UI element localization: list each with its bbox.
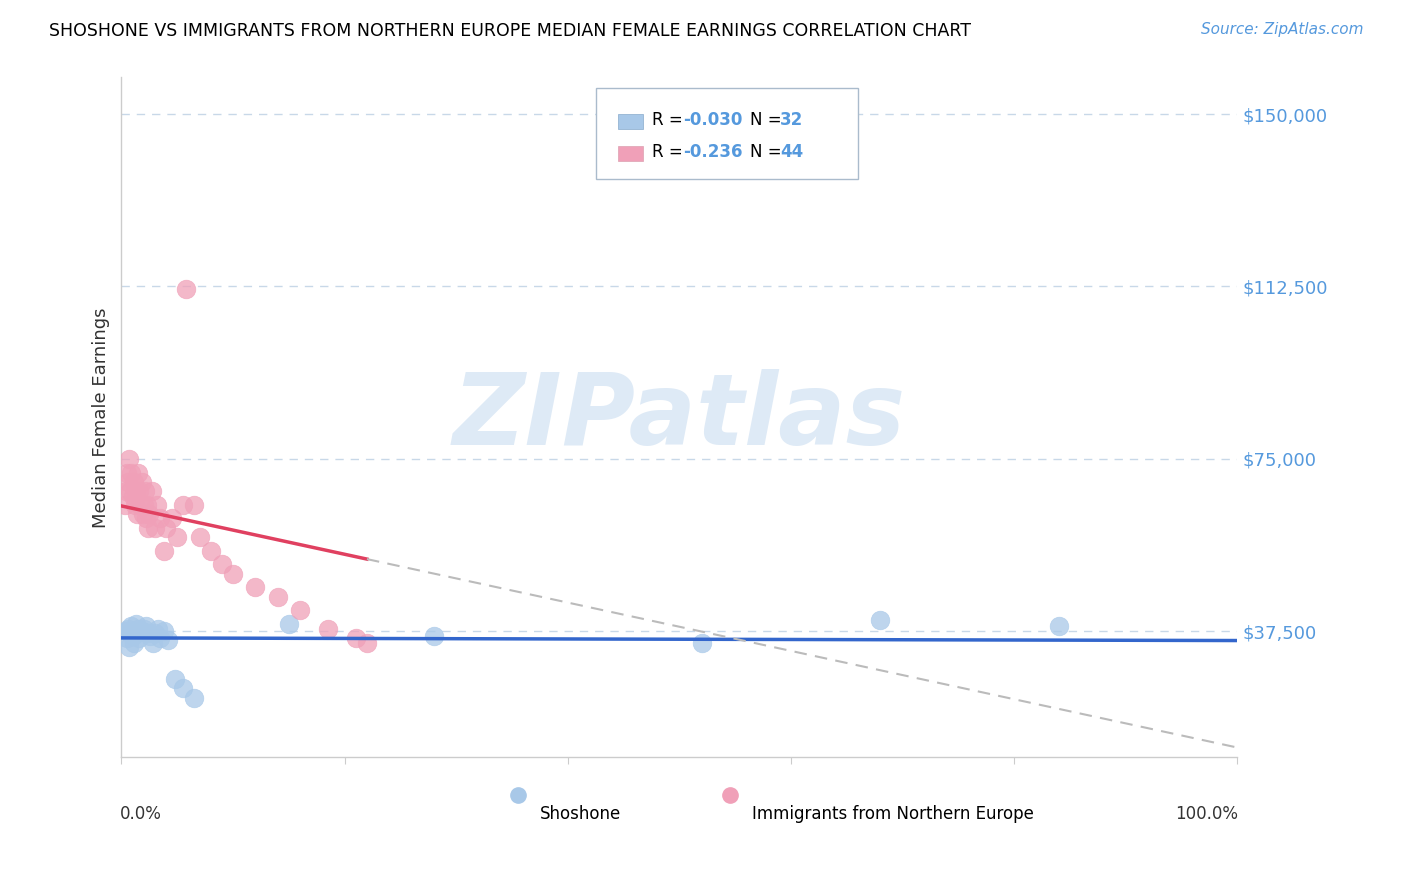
Point bbox=[117, 475, 139, 489]
Point bbox=[132, 622, 155, 636]
Point bbox=[136, 521, 159, 535]
Text: Shoshone: Shoshone bbox=[540, 805, 621, 823]
Point bbox=[183, 690, 205, 705]
Point bbox=[163, 673, 186, 687]
Text: R =: R = bbox=[651, 144, 688, 161]
Point bbox=[157, 633, 180, 648]
Point bbox=[115, 631, 138, 645]
Point bbox=[277, 617, 299, 632]
Point bbox=[127, 466, 149, 480]
FancyBboxPatch shape bbox=[619, 146, 643, 161]
Point bbox=[121, 489, 143, 503]
Point bbox=[117, 622, 139, 636]
Point bbox=[288, 603, 311, 617]
Text: 32: 32 bbox=[780, 112, 803, 129]
Point bbox=[125, 626, 148, 640]
Point bbox=[149, 511, 172, 525]
Point bbox=[174, 282, 197, 296]
Text: SHOSHONE VS IMMIGRANTS FROM NORTHERN EUROPE MEDIAN FEMALE EARNINGS CORRELATION C: SHOSHONE VS IMMIGRANTS FROM NORTHERN EUR… bbox=[49, 22, 972, 40]
Point bbox=[121, 619, 143, 633]
Point bbox=[183, 498, 205, 512]
Point bbox=[124, 498, 146, 512]
Point bbox=[222, 566, 245, 581]
Point bbox=[132, 498, 155, 512]
Point bbox=[125, 507, 148, 521]
Point bbox=[125, 617, 148, 632]
Point bbox=[316, 622, 339, 636]
Point bbox=[153, 543, 176, 558]
Text: -0.030: -0.030 bbox=[683, 112, 742, 129]
FancyBboxPatch shape bbox=[596, 87, 858, 179]
Point bbox=[172, 498, 194, 512]
Point bbox=[155, 521, 177, 535]
Point bbox=[200, 543, 222, 558]
Point bbox=[135, 619, 157, 633]
Point bbox=[115, 483, 138, 498]
Point bbox=[121, 466, 143, 480]
Point bbox=[131, 475, 153, 489]
Point bbox=[125, 483, 148, 498]
Text: 0.0%: 0.0% bbox=[121, 805, 162, 823]
Point bbox=[166, 530, 188, 544]
Point bbox=[1047, 619, 1070, 633]
Point bbox=[127, 622, 149, 636]
Text: 44: 44 bbox=[780, 144, 803, 161]
Point bbox=[143, 521, 166, 535]
Text: Source: ZipAtlas.com: Source: ZipAtlas.com bbox=[1201, 22, 1364, 37]
Point bbox=[138, 507, 160, 521]
Point bbox=[128, 483, 150, 498]
Point bbox=[135, 511, 157, 525]
Point bbox=[134, 483, 156, 498]
Point bbox=[146, 498, 169, 512]
Text: 100.0%: 100.0% bbox=[1175, 805, 1239, 823]
Point bbox=[423, 629, 446, 643]
Point bbox=[136, 626, 159, 640]
Point bbox=[344, 631, 367, 645]
Point bbox=[143, 626, 166, 640]
Point bbox=[266, 590, 288, 604]
Point bbox=[118, 451, 141, 466]
Point bbox=[124, 624, 146, 638]
Point bbox=[153, 624, 176, 638]
Point bbox=[148, 622, 170, 636]
Point bbox=[115, 624, 138, 638]
Point bbox=[139, 629, 162, 643]
Point bbox=[690, 635, 713, 649]
FancyBboxPatch shape bbox=[619, 114, 643, 129]
Point bbox=[160, 511, 183, 525]
Point bbox=[136, 498, 159, 512]
Text: R =: R = bbox=[651, 112, 688, 129]
Point bbox=[188, 530, 211, 544]
Point bbox=[141, 483, 163, 498]
Point bbox=[211, 558, 233, 572]
Text: ZIPatlas: ZIPatlas bbox=[453, 369, 905, 466]
Point bbox=[121, 629, 143, 643]
Point bbox=[131, 624, 153, 638]
Point bbox=[122, 635, 145, 649]
Point bbox=[129, 498, 152, 512]
Text: -0.236: -0.236 bbox=[683, 144, 742, 161]
Point bbox=[114, 498, 136, 512]
Text: Immigrants from Northern Europe: Immigrants from Northern Europe bbox=[752, 805, 1033, 823]
Point bbox=[172, 681, 194, 696]
Point bbox=[245, 581, 267, 595]
Point bbox=[115, 466, 138, 480]
Point bbox=[869, 613, 891, 627]
Point bbox=[122, 475, 145, 489]
Point bbox=[142, 635, 165, 649]
Point bbox=[131, 507, 153, 521]
Point bbox=[149, 631, 172, 645]
Point bbox=[128, 631, 150, 645]
Text: N =: N = bbox=[749, 144, 786, 161]
Point bbox=[118, 640, 141, 654]
Y-axis label: Median Female Earnings: Median Female Earnings bbox=[93, 307, 110, 528]
Text: N =: N = bbox=[749, 112, 786, 129]
Point bbox=[120, 626, 142, 640]
Point bbox=[356, 635, 378, 649]
Point bbox=[120, 483, 142, 498]
